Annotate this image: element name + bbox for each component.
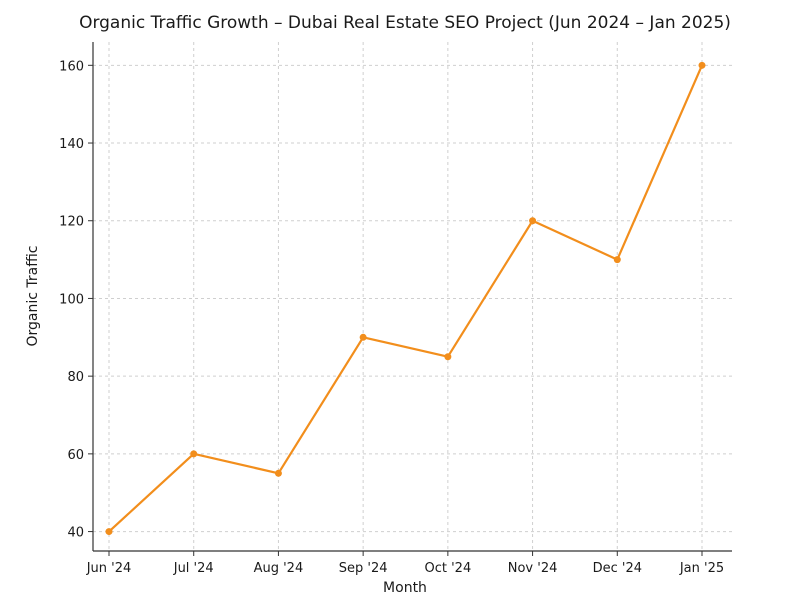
data-point <box>359 333 367 341</box>
y-ticks: 40 60 80 100 120 140 160 <box>59 59 93 541</box>
x-tick-label: Jul '24 <box>173 561 214 576</box>
y-tick-label: 120 <box>59 215 84 230</box>
data-point <box>698 61 706 69</box>
y-tick-label: 140 <box>59 137 84 152</box>
grid <box>93 42 732 551</box>
data-point <box>190 450 198 458</box>
x-tick-label: Jan '25 <box>679 561 724 576</box>
series-line <box>107 64 704 533</box>
y-tick-label: 60 <box>67 448 84 463</box>
series-group <box>105 61 706 536</box>
y-tick-label: 160 <box>59 59 84 74</box>
x-axis-label: Month <box>383 580 427 596</box>
x-tick-label: Sep '24 <box>339 561 388 576</box>
y-tick-label: 40 <box>67 526 84 541</box>
x-tick-label: Aug '24 <box>254 561 304 576</box>
x-tick-label: Dec '24 <box>593 561 642 576</box>
data-point <box>105 528 113 536</box>
axes <box>92 42 732 552</box>
x-ticks: Jun '24 Jul '24 Aug '24 Sep '24 Oct '24 Nov '… <box>86 551 724 576</box>
x-tick-label: Jun '24 <box>86 561 132 576</box>
data-point <box>529 217 537 225</box>
y-axis-label: Organic Traffic <box>25 246 41 347</box>
chart-title: Organic Traffic Growth – Dubai Real Esta… <box>79 13 731 33</box>
y-tick-label: 80 <box>67 370 84 385</box>
data-point <box>613 256 621 264</box>
data-point <box>274 469 282 477</box>
data-point <box>444 353 452 361</box>
y-tick-label: 100 <box>59 292 84 307</box>
x-tick-label: Oct '24 <box>424 561 471 576</box>
x-tick-label: Nov '24 <box>508 561 558 576</box>
